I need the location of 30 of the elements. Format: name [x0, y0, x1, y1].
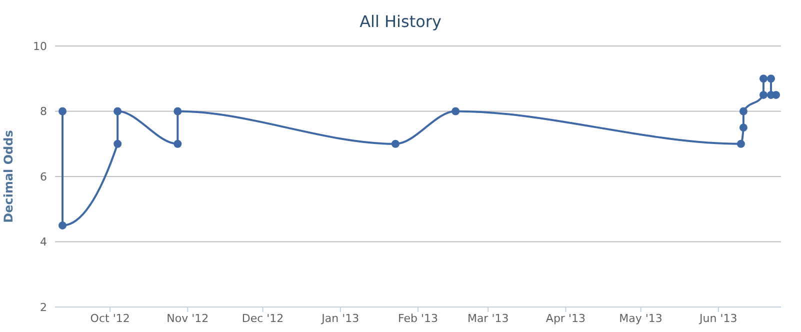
- point: [58, 107, 67, 116]
- point: [759, 74, 768, 83]
- point: [766, 74, 775, 83]
- x-tick-label: Apr '13: [546, 312, 586, 325]
- y-tick-label: 10: [33, 40, 47, 53]
- x-tick-label: Oct '12: [90, 312, 130, 325]
- x-tick-label: Mar '13: [467, 312, 509, 325]
- point: [391, 140, 400, 148]
- x-tick-label: Nov '12: [166, 312, 209, 325]
- point: [759, 90, 768, 99]
- point: [736, 140, 745, 148]
- y-axis-title: Decimal Odds: [1, 130, 16, 223]
- x-tick-label: May '13: [619, 312, 662, 325]
- chart-title: All History: [358, 12, 442, 31]
- point: [174, 107, 182, 116]
- y-tick-label: 8: [40, 105, 47, 118]
- x-tick-label: Feb '13: [398, 312, 438, 325]
- point: [114, 140, 122, 148]
- x-tick-label: Jun '13: [698, 312, 738, 325]
- point: [174, 140, 182, 148]
- y-tick-label: 6: [40, 170, 47, 184]
- x-tick-label: Jan '13: [320, 312, 360, 325]
- x-tick-label: Dec '12: [242, 312, 284, 325]
- y-tick-label: 2: [40, 300, 47, 314]
- point: [739, 107, 748, 116]
- y-tick-label: 4: [40, 236, 47, 249]
- point: [114, 107, 122, 116]
- point: [58, 221, 67, 230]
- point: [452, 107, 460, 116]
- point: [739, 124, 748, 132]
